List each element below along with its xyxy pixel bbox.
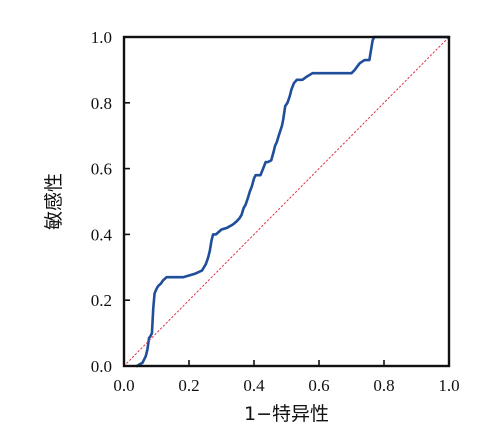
roc-curve-line <box>135 35 451 368</box>
plot-area <box>123 35 451 368</box>
reference-diagonal-line <box>123 36 450 367</box>
x-tick-label: 1.0 <box>438 376 459 395</box>
y-axis-title: 敏感性 <box>43 173 65 230</box>
y-tick-label: 0.6 <box>91 160 112 179</box>
y-tick-label: 0.4 <box>91 225 113 244</box>
y-axis: 0.0 0.2 0.4 0.6 0.8 1.0 <box>91 28 130 376</box>
x-axis: 0.0 0.2 0.4 0.6 0.8 1.0 <box>113 360 460 395</box>
x-tick-label: 0.0 <box>113 376 134 395</box>
y-tick-label: 1.0 <box>91 28 112 47</box>
y-tick-label: 0.8 <box>91 94 112 113</box>
x-tick-label: 0.8 <box>373 376 394 395</box>
y-tick-label: 0.2 <box>91 291 112 310</box>
plot-frame <box>122 35 451 368</box>
x-tick-label: 0.6 <box>308 376 329 395</box>
x-tick-label: 0.4 <box>243 376 265 395</box>
y-tick-label: 0.0 <box>91 357 112 376</box>
x-axis-title: 1−特异性 <box>244 403 329 425</box>
x-tick-label: 0.2 <box>178 376 199 395</box>
